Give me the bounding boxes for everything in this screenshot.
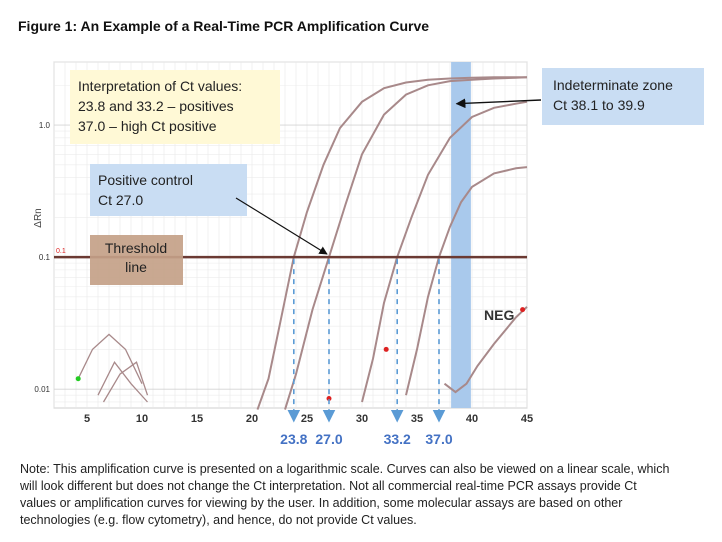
note-text: Note: This amplification curve is presen… [20, 462, 670, 527]
interpretation-line-1: Interpretation of Ct values: [78, 78, 242, 94]
y-tick-label: 0.01 [34, 385, 50, 394]
threshold-label-line-2: line [125, 259, 147, 275]
indeterminate-zone-box [542, 68, 704, 125]
interpretation-line-2: 23.8 and 33.2 – positives [78, 98, 234, 114]
x-tick-label: 5 [84, 413, 90, 425]
positive-control-box [90, 164, 247, 216]
ct-markers: 23.8 27.0 33.2 37.0 [280, 259, 453, 447]
noise-curve [77, 333, 143, 384]
x-tick-label: 40 [466, 413, 478, 425]
ct-value-label: 37.0 [425, 431, 452, 447]
labels: Threshold line NEG ΔRn [33, 208, 514, 323]
curves [75, 76, 528, 410]
positive-control-arrow [235, 197, 328, 255]
interpretation-line-3: 37.0 – high Ct positive [78, 118, 217, 134]
curve-marker [75, 376, 81, 382]
x-tick-label: 30 [356, 413, 368, 425]
threshold-label-box [90, 235, 183, 285]
x-tick-label: 35 [411, 413, 423, 425]
ct-value-label: 27.0 [315, 431, 342, 447]
positive-control-line-1: Positive control [98, 172, 193, 188]
noise-curve [102, 361, 149, 403]
figure-title: Figure 1: An Example of a Real-Time PCR … [18, 18, 430, 34]
y-tick-label: 0.1 [39, 253, 51, 262]
x-tick-label: 20 [246, 413, 258, 425]
y-axis-label: ΔRn [33, 208, 44, 227]
indeterminate-zone [451, 62, 471, 408]
threshold-value-marker: 0.1 [56, 248, 66, 255]
y-tick-label: 1.0 [39, 121, 51, 130]
noise-curve [97, 360, 148, 403]
annotation-boxes: Interpretation of Ct values: 23.8 and 33… [70, 68, 704, 216]
curve-marker [383, 346, 389, 352]
indeterminate-zone-line-2: Ct 38.1 to 39.9 [553, 97, 645, 113]
ct-value-label: 23.8 [280, 431, 307, 447]
amplification-curve [284, 76, 528, 410]
ct-value-label: 33.2 [384, 431, 411, 447]
curve-marker [326, 395, 332, 401]
indeterminate-zone-arrow [455, 98, 542, 109]
curve-marker [520, 307, 526, 313]
amplification-curve [405, 166, 528, 396]
indeterminate-zone-band [451, 62, 471, 408]
x-tick-label: 45 [521, 413, 533, 425]
interpretation-box [70, 70, 280, 144]
positive-control-line-2: Ct 27.0 [98, 192, 143, 208]
pcr-amplification-chart: 5 10 15 20 25 30 35 40 45 0.01 0.1 1.0 Interpretati… [33, 61, 704, 447]
x-tick-label: 15 [191, 413, 203, 425]
x-tick-label: 25 [301, 413, 313, 425]
indeterminate-zone-line-1: Indeterminate zone [553, 77, 673, 93]
x-tick-label: 10 [136, 413, 148, 425]
threshold-label: Threshold line [105, 240, 167, 275]
threshold-label-line-1: Threshold [105, 240, 167, 256]
amplification-curve [361, 100, 528, 403]
neg-label: NEG [484, 307, 514, 323]
pointer-arrows [235, 98, 542, 255]
amplification-curve [256, 76, 527, 410]
amplification-curve [443, 306, 528, 394]
